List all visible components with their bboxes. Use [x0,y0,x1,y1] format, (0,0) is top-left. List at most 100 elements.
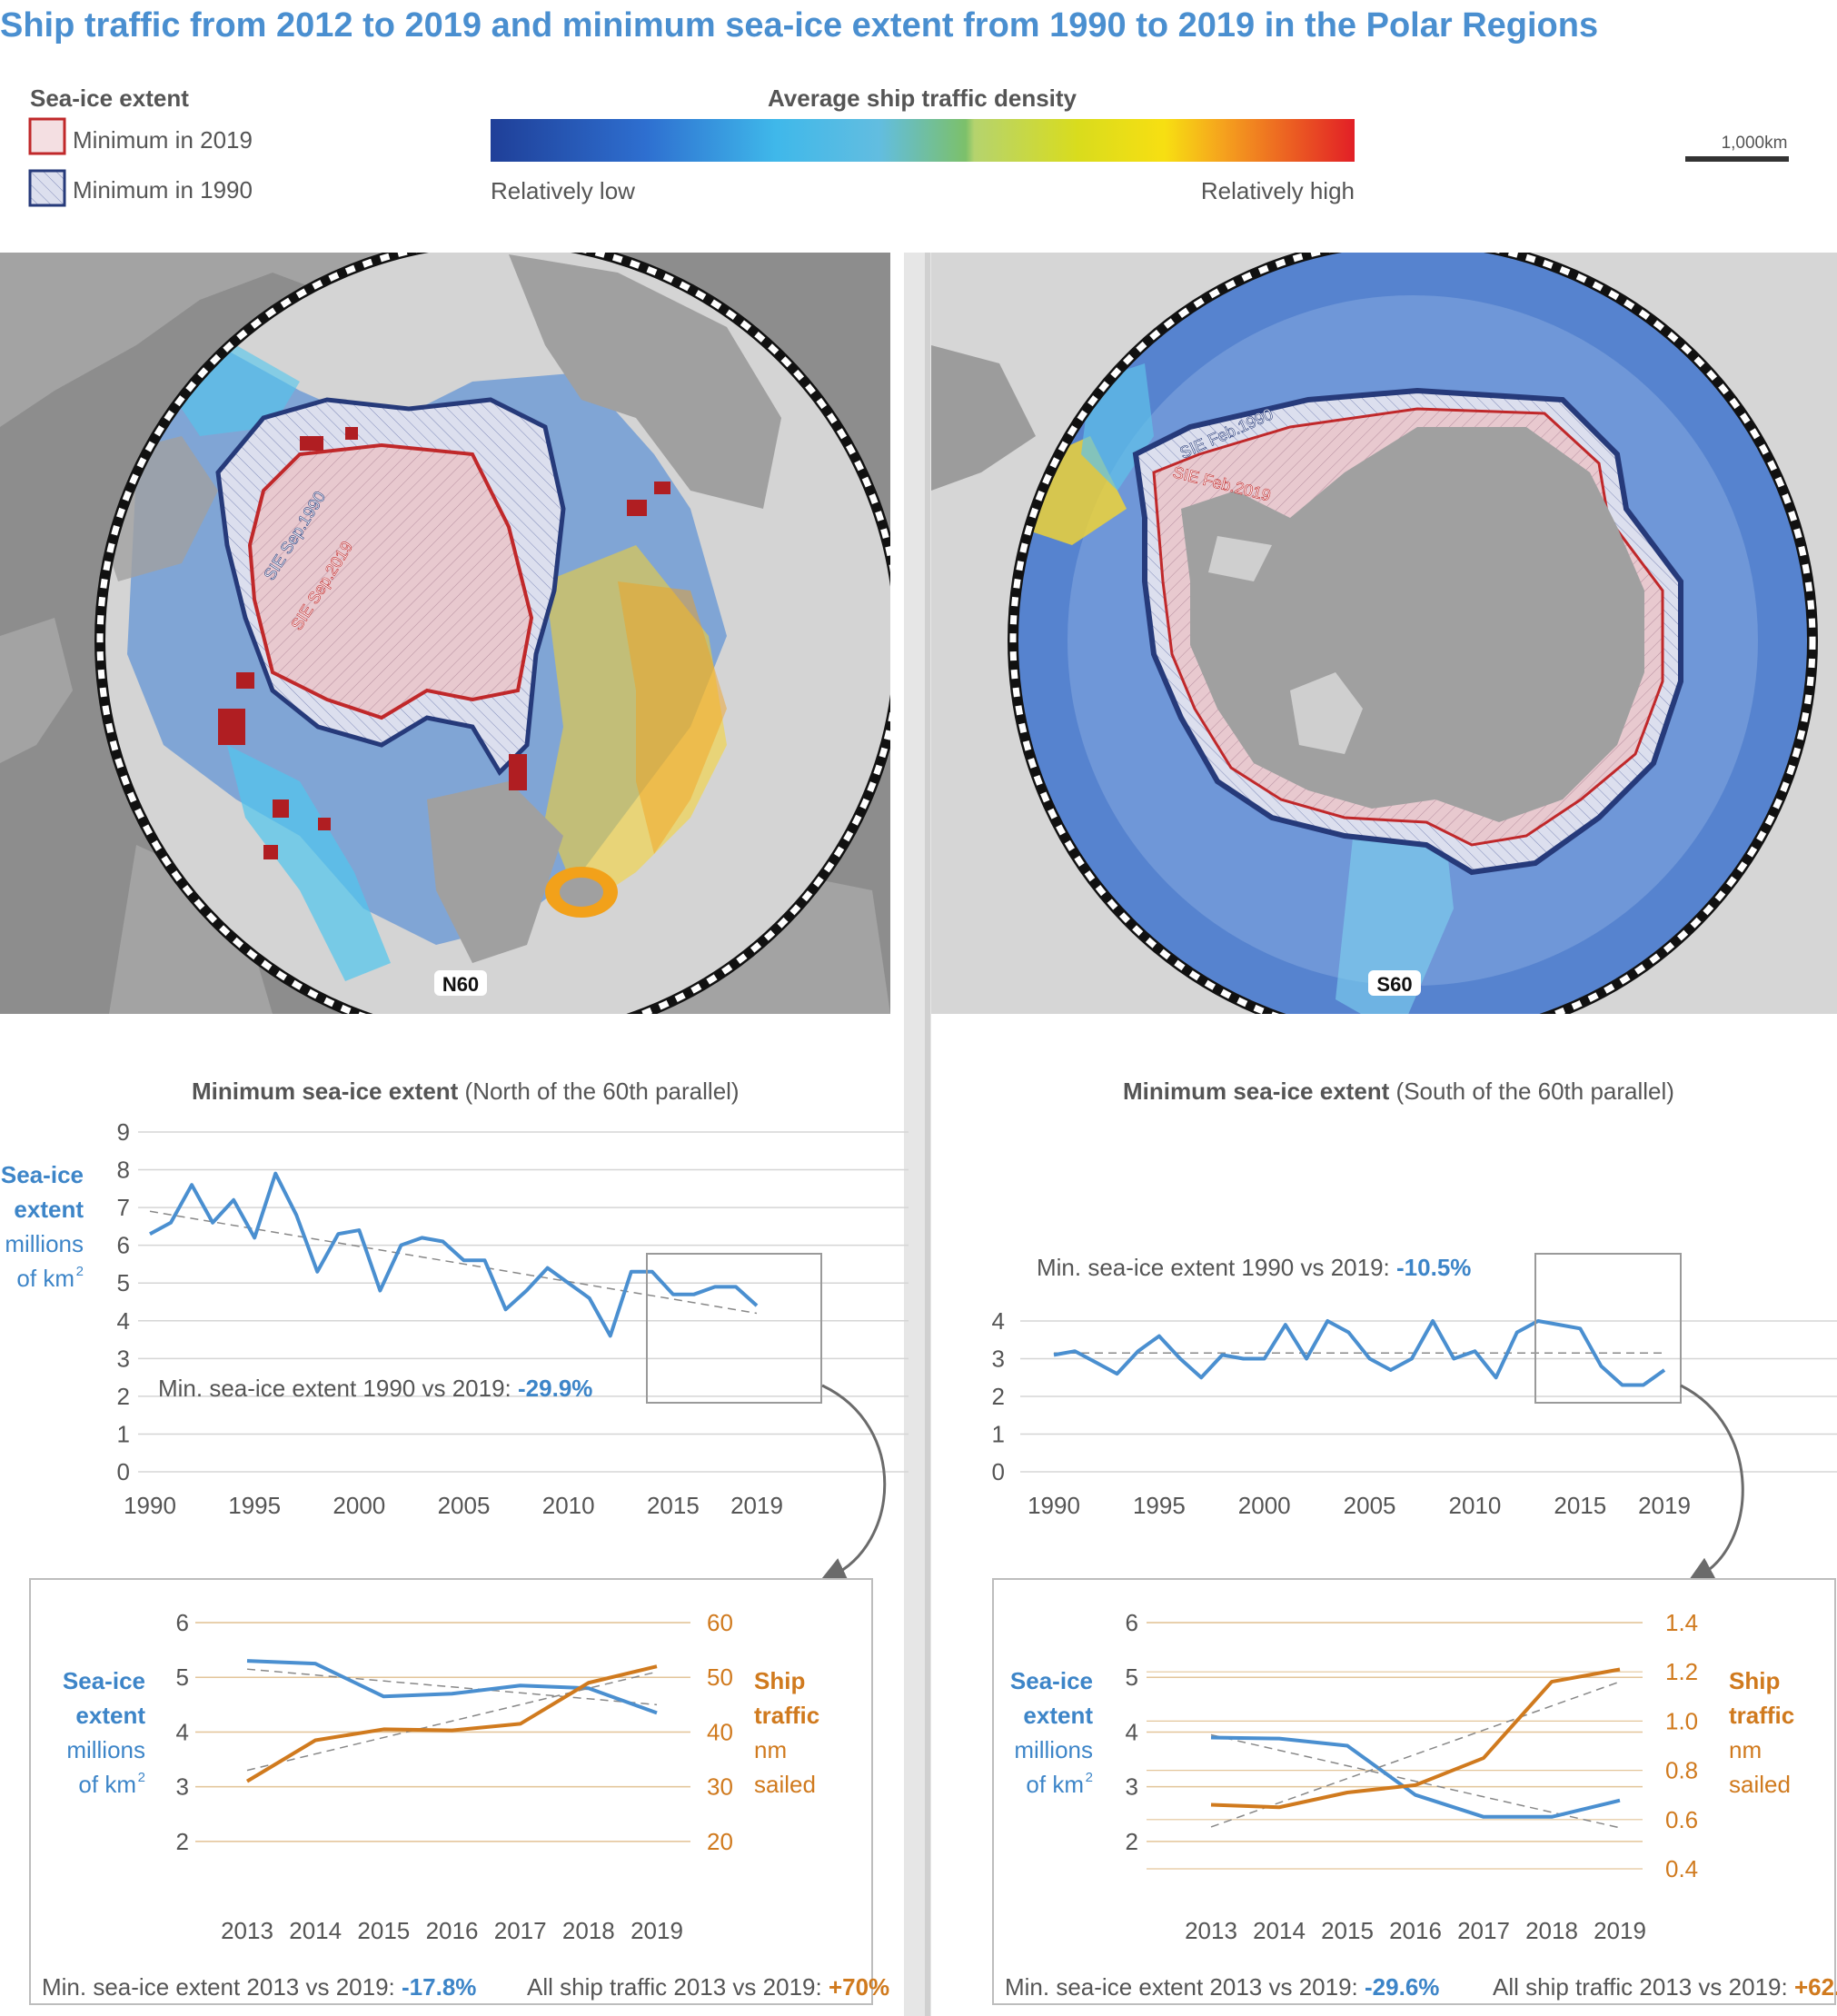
svg-text:sailed: sailed [1729,1771,1791,1798]
south-inset-right-tick-label: 0.8 [1665,1757,1698,1784]
north-inset-ship-traffic-trend [246,1671,658,1772]
north-main-xtick-label: 2019 [730,1492,783,1519]
south-inset-category-label: 2017 [1457,1917,1510,1944]
south-inset-right-tick-label: 0.6 [1665,1806,1698,1833]
antarctic-map: S60 SIE Feb.1990 SIE Feb.2019 [931,253,1837,1014]
south-inset-right-tick-label: 1.2 [1665,1658,1698,1685]
sea-ice-2019-outline [247,442,534,720]
arctic-parallel-label: N60 [442,973,479,996]
figure-title: Ship traffic from 2012 to 2019 and minim… [0,6,1598,45]
south-inset-left-tick-label: 3 [1126,1773,1138,1801]
north-inset-ice-note: Min. sea-ice extent 2013 vs 2019: -17.8% [42,1973,476,2001]
svg-text:Sea-ice: Sea-ice [63,1667,145,1694]
south-main-chart: 0 1 2 3 4 1990 1995 2000 2005 2010 2015 2019 [992,1307,1837,1519]
legend: Sea-ice extent Minimum in 2019 Minimum i… [28,84,1789,207]
svg-text:2: 2 [138,1770,145,1785]
north-main-xtick-label: 2015 [647,1492,700,1519]
south-inset-left-label: Sea-ice extent millions of km 2 [1010,1667,1093,1798]
south-inset-traffic-note: All ship traffic 2013 vs 2019: +62.6% [1493,1973,1837,2001]
south-inset-left-tick-label: 4 [1126,1718,1138,1745]
svg-text:sailed: sailed [754,1771,816,1798]
south-inset-left-tick-label: 6 [1126,1609,1138,1636]
south-inset-category-label: 2014 [1253,1917,1306,1944]
arctic-land-mass [427,781,563,963]
south-main-xtick-label: 2005 [1344,1492,1396,1519]
svg-text:of km: of km [1026,1771,1084,1798]
svg-text:2: 2 [76,1264,84,1279]
north-inset-left-tick-label: 3 [176,1773,189,1801]
north-main-trend-line [149,1210,758,1315]
north-inset-right-label: Ship traffic nm sailed [754,1667,819,1798]
svg-text:of km: of km [78,1771,136,1798]
north-main-ytick-label: 3 [117,1345,130,1372]
north-main-xtick-label: 2005 [438,1492,491,1519]
north-inset-category-label: 2018 [562,1917,615,1944]
north-inset-right-tick-label: 40 [707,1718,733,1745]
svg-text:extent: extent [75,1702,145,1729]
north-inset-category-label: 2016 [426,1917,479,1944]
south-main-xtick-label: 2000 [1238,1492,1291,1519]
south-inset-category-label: 2018 [1525,1917,1578,1944]
south-zoom-arrow [1680,1384,1744,1584]
svg-text:nm: nm [1729,1736,1762,1763]
north-main-ytick-label: 6 [117,1232,130,1259]
south-inset-right-tick-label: 0.4 [1665,1855,1698,1882]
north-zoom-box [646,1253,822,1404]
legend-density-title: Average ship traffic density [768,84,1077,112]
svg-text:millions: millions [5,1230,84,1257]
north-main-ytick-label: 2 [117,1383,130,1410]
legend-swatch-2019 [28,117,66,155]
svg-text:nm: nm [754,1736,787,1763]
south-main-xtick-label: 2015 [1554,1492,1606,1519]
south-inset-right-tick-label: 1.0 [1665,1707,1698,1734]
south-inset-left-tick-label: 2 [1126,1828,1138,1855]
south-inset-category-label: 2015 [1321,1917,1374,1944]
south-inset-category-label: 2016 [1389,1917,1442,1944]
arctic-map: N60 SIE Sep.1990 SIE Sep.2019 [0,253,890,1014]
south-inset-left-tick-label: 5 [1126,1663,1138,1691]
north-main-ytick-label: 9 [117,1118,130,1146]
north-main-chart: 0 1 2 3 4 5 6 7 8 9 1990 1995 2000 2005 2010 2015 2019 [117,1118,909,1519]
south-inset-sea-ice-trend [1210,1733,1621,1829]
north-inset-category-label: 2013 [221,1917,273,1944]
south-main-xtick-label: 1990 [1028,1492,1080,1519]
south-main-ytick-label: 4 [992,1307,1005,1335]
north-main-ylabel: Sea-ice extent millions of km 2 [1,1161,84,1292]
north-inset-left-tick-label: 2 [176,1828,189,1855]
north-inset-left-label: Sea-ice extent millions of km 2 [63,1667,145,1798]
north-inset-left-tick-label: 4 [176,1718,189,1745]
north-main-ytick-label: 1 [117,1420,130,1447]
north-change-note: Min. sea-ice extent 1990 vs 2019: -29.9% [158,1375,592,1402]
north-inset-right-tick-label: 30 [707,1773,733,1801]
north-inset-frame [29,1578,873,2005]
south-change-note: Min. sea-ice extent 1990 vs 2019: -10.5% [1037,1254,1471,1281]
svg-text:Ship: Ship [1729,1667,1780,1694]
south-main-xtick-label: 1995 [1133,1492,1186,1519]
density-low-label: Relatively low [491,177,635,204]
north-main-xtick-label: 2000 [333,1492,385,1519]
svg-text:millions: millions [1014,1736,1093,1763]
north-inset-left-tick-label: 5 [176,1663,189,1691]
density-colorbar [491,119,1355,162]
south-inset-chart: 2 3 4 5 6 0.4 0.6 0.8 1.0 1.2 1.4 2013 2014 2015 2016 2… [1126,1609,1699,1944]
legend-sea-ice-title: Sea-ice extent [30,84,189,112]
svg-text:Sea-ice: Sea-ice [1010,1667,1093,1694]
legend-label-1990: Minimum in 1990 [73,176,253,204]
south-zoom-box [1534,1253,1682,1404]
svg-text:traffic: traffic [754,1702,819,1729]
north-main-xtick-label: 2010 [542,1492,595,1519]
north-panel-title: Minimum sea-ice extent (North of the 60t… [192,1078,740,1105]
north-inset-right-tick-label: 60 [707,1609,733,1636]
svg-text:2: 2 [1086,1770,1093,1785]
south-inset-right-label: Ship traffic nm sailed [1729,1667,1794,1798]
north-main-ytick-label: 0 [117,1458,130,1485]
scale-bar [1685,156,1789,162]
north-inset-category-label: 2017 [494,1917,547,1944]
north-main-series-line [149,1171,759,1338]
south-main-ytick-label: 0 [992,1458,1005,1485]
north-inset-right-tick-label: 20 [707,1828,733,1855]
south-inset-category-label: 2019 [1594,1917,1646,1944]
legend-swatch-1990 [28,169,66,207]
north-main-ytick-label: 7 [117,1194,130,1221]
